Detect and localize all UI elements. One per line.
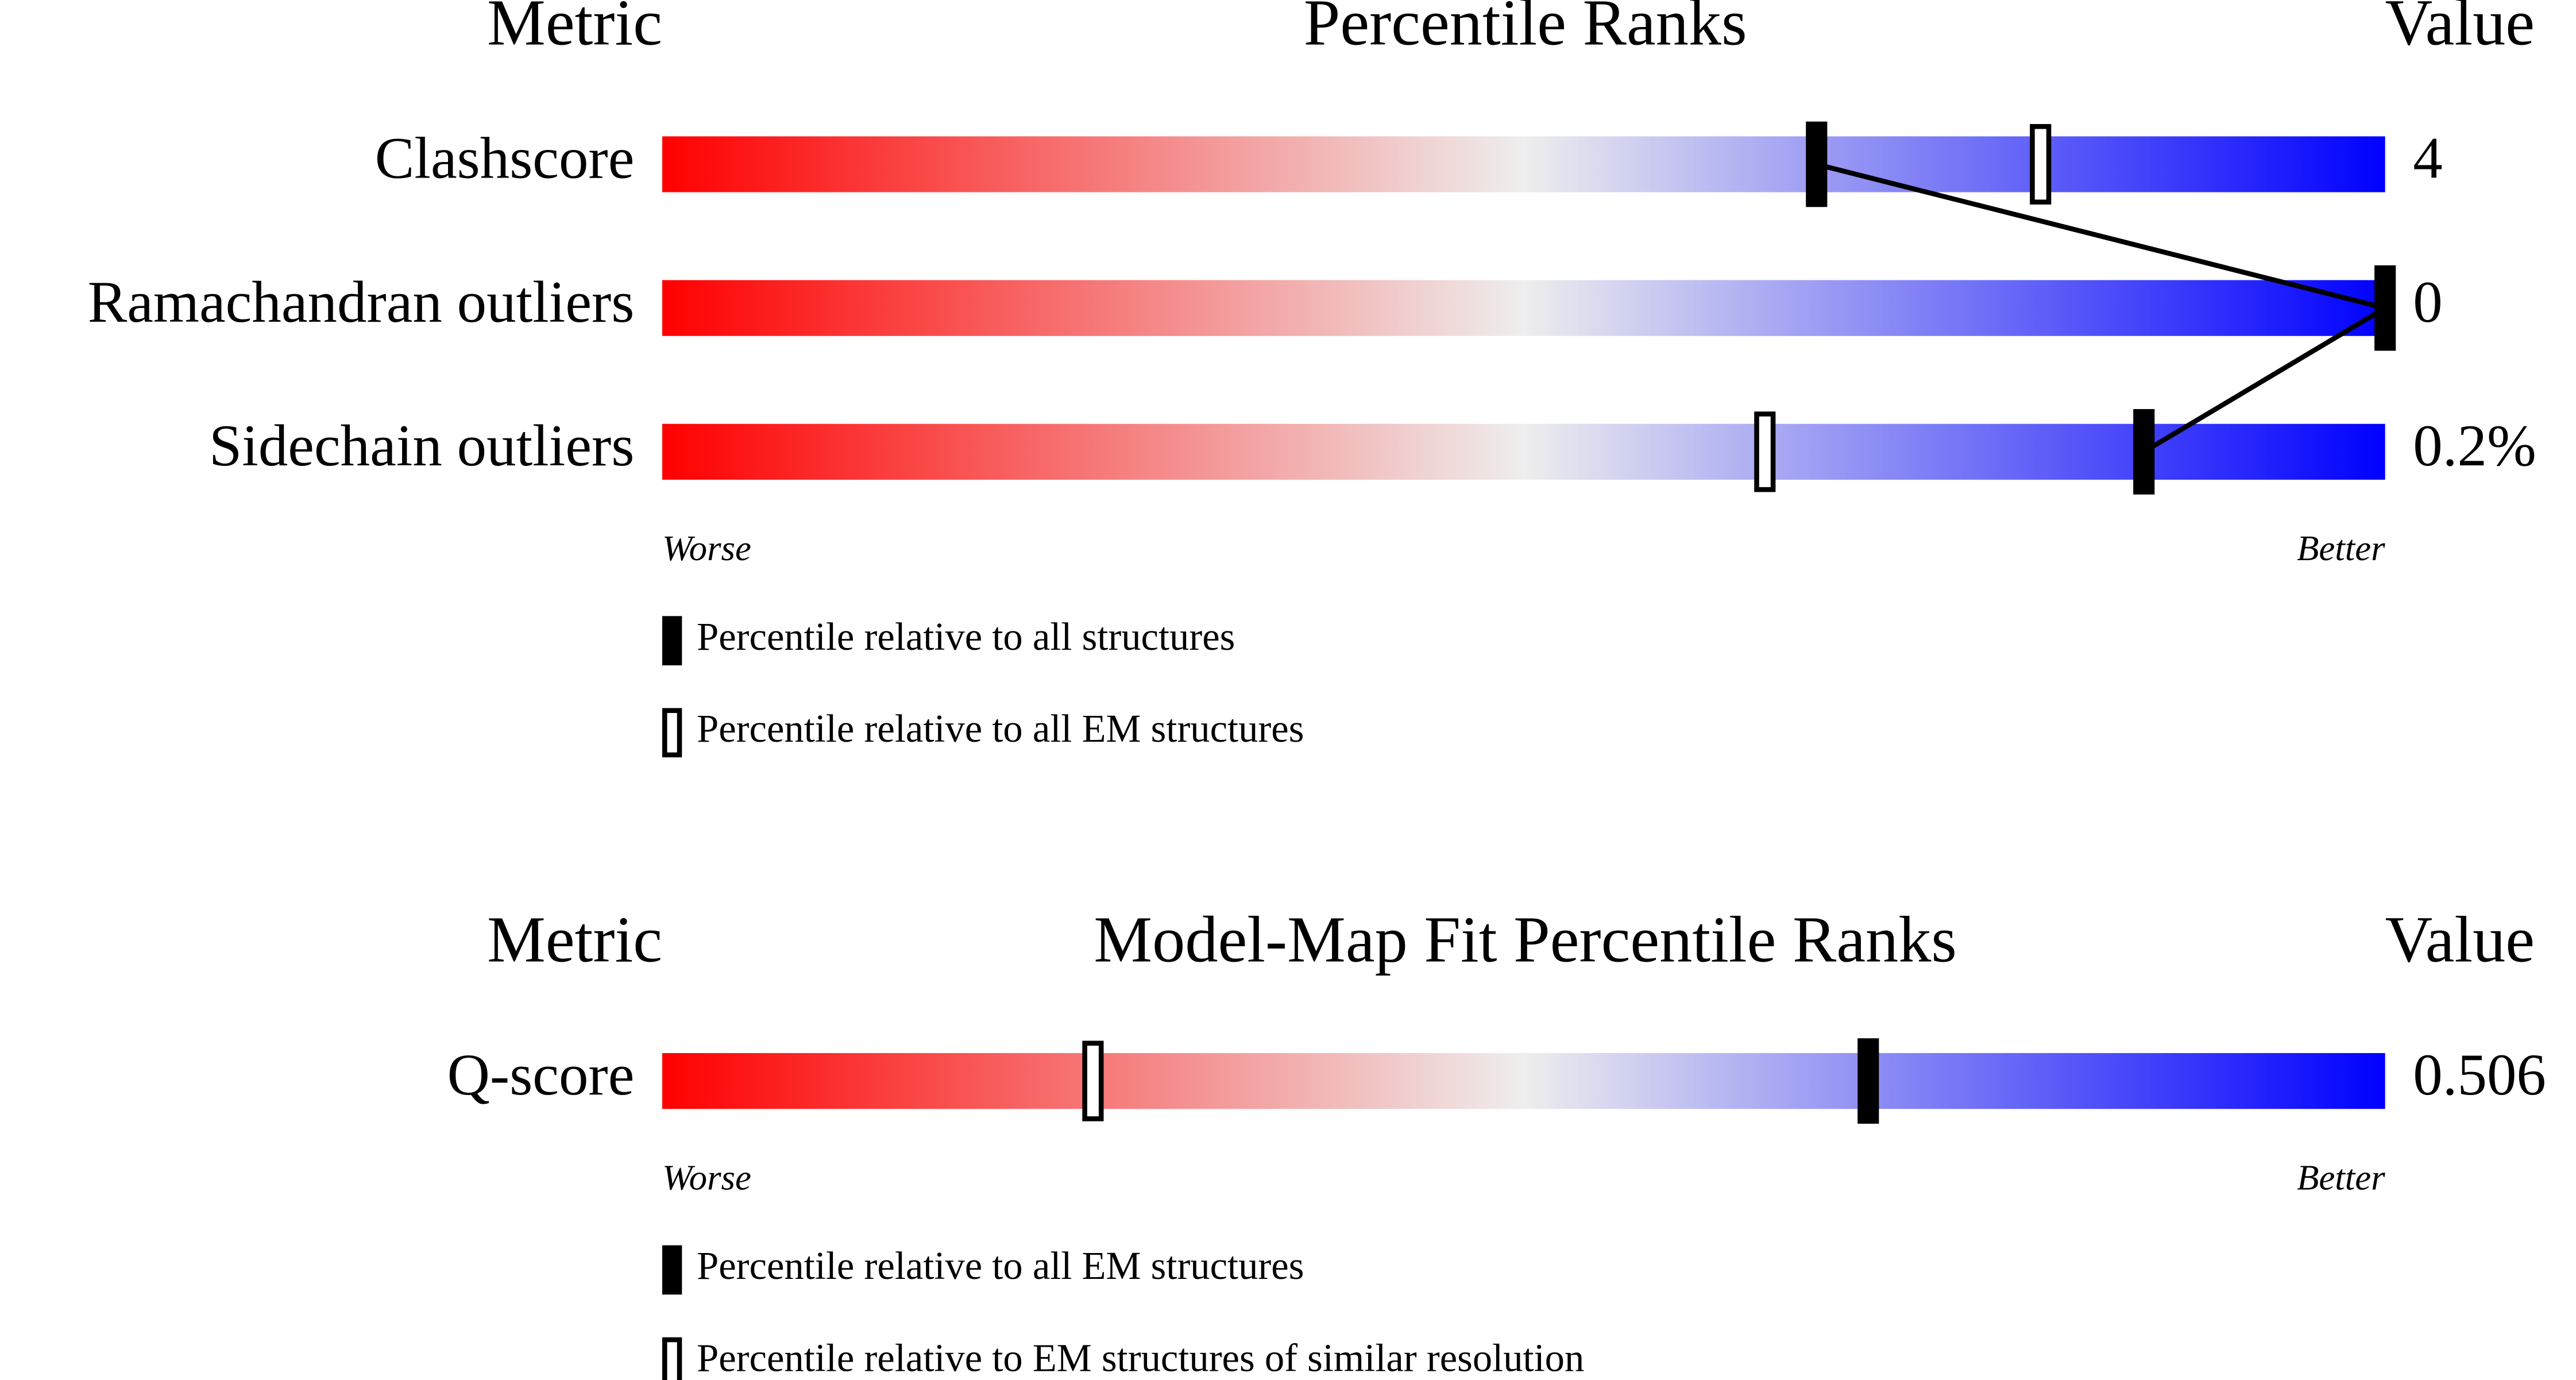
metric-label: Ramachandran outliers bbox=[88, 269, 635, 335]
slider-bar bbox=[662, 1053, 2385, 1109]
legend-swatch-open bbox=[662, 708, 682, 758]
legend-swatch-filled bbox=[662, 616, 682, 666]
legend-label: Percentile relative to all EM structures bbox=[697, 707, 1304, 750]
header-title: Percentile Ranks bbox=[1304, 0, 1747, 59]
worse-label: Worse bbox=[662, 528, 751, 568]
slider-bar bbox=[662, 423, 2385, 480]
metric-value: 4 bbox=[2413, 126, 2442, 191]
slider-bar bbox=[662, 280, 2385, 336]
marker-open bbox=[2030, 124, 2052, 205]
slider-bar bbox=[662, 136, 2385, 192]
marker-filled bbox=[2133, 409, 2155, 495]
legend-label: Percentile relative to all EM structures bbox=[697, 1244, 1304, 1288]
legend-label: Percentile relative to all structures bbox=[697, 615, 1235, 658]
better-label: Better bbox=[2297, 528, 2385, 568]
header-metric: Metric bbox=[487, 903, 662, 976]
marker-open bbox=[1754, 411, 1776, 492]
header-value: Value bbox=[2385, 903, 2535, 976]
header-metric: Metric bbox=[487, 0, 662, 59]
marker-filled bbox=[1857, 1038, 1879, 1124]
marker-open bbox=[1082, 1040, 1104, 1121]
marker-filled bbox=[2374, 265, 2396, 351]
header-title: Model-Map Fit Percentile Ranks bbox=[1094, 903, 1957, 976]
worse-label: Worse bbox=[662, 1157, 751, 1197]
better-label: Better bbox=[2297, 1157, 2385, 1197]
metric-value: 0.506 bbox=[2413, 1042, 2546, 1108]
legend-swatch-filled bbox=[662, 1245, 682, 1295]
metric-value: 0 bbox=[2413, 269, 2442, 335]
header-value: Value bbox=[2385, 0, 2535, 59]
metric-label: Sidechain outliers bbox=[209, 413, 634, 479]
legend-swatch-open bbox=[662, 1337, 682, 1380]
marker-filled bbox=[1806, 121, 1828, 207]
legend-label: Percentile relative to EM structures of … bbox=[697, 1336, 1584, 1379]
metric-label: Clashscore bbox=[375, 126, 635, 191]
metric-label: Q-score bbox=[447, 1042, 635, 1108]
metric-value: 0.2% bbox=[2413, 413, 2536, 479]
